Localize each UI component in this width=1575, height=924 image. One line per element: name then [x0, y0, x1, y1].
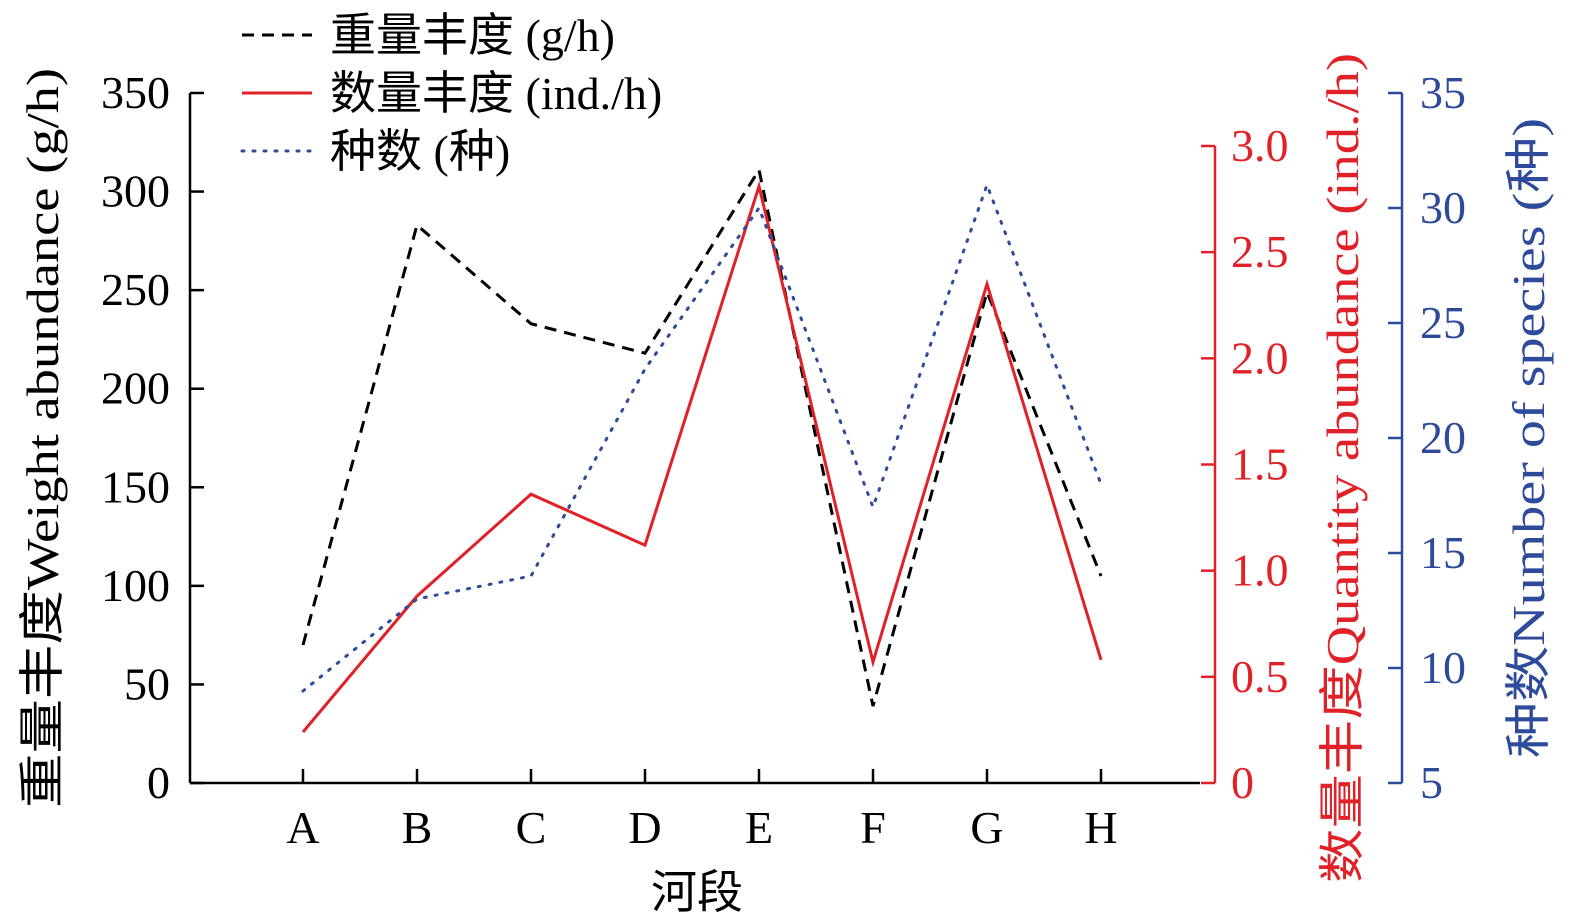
y-right1-tick-label: 2.0: [1231, 332, 1289, 383]
y-left-tick-label: 250: [101, 264, 170, 315]
y-left-tick-label: 0: [147, 757, 170, 808]
series-line-solid: [301, 180, 1103, 733]
y-left-tick-label: 200: [101, 363, 170, 414]
y-left-tick-label: 350: [101, 67, 170, 118]
legend-label: 数量丰度 (ind./h): [330, 68, 662, 119]
y-right1-tick-label: 0.5: [1231, 651, 1289, 702]
x-axis-title: 河段: [651, 867, 743, 918]
y-right1-tick-label: 1.5: [1231, 439, 1289, 490]
y-right2-axis-title: 种数Number of species (种): [1503, 118, 1554, 758]
y-right2-tick-label: 5: [1420, 757, 1443, 808]
series-group: [301, 165, 1103, 733]
x-tick-label: C: [516, 802, 547, 853]
y-right2-tick-label: 10: [1420, 642, 1466, 693]
x-tick-label: G: [970, 802, 1003, 853]
y-right2-tick-label: 15: [1420, 527, 1466, 578]
y-left-tick-label: 300: [101, 166, 170, 217]
y-right1-axis-title: 数量丰度Quantity abundance (ind./h): [1317, 53, 1368, 883]
series-line-dotted: [301, 180, 1103, 693]
legend-label: 种数 (种): [330, 126, 510, 177]
x-tick-label: E: [745, 802, 773, 853]
y-right2-tick-label: 35: [1420, 67, 1466, 118]
x-tick-label: D: [628, 802, 661, 853]
y-right1-tick-label: 0: [1231, 757, 1254, 808]
y-right1-tick-label: 3.0: [1231, 120, 1289, 171]
x-tick-label: B: [402, 802, 433, 853]
legend-label: 重量丰度 (g/h): [330, 10, 615, 61]
y-right1-tick-label: 2.5: [1231, 226, 1289, 277]
y-right2-tick-label: 30: [1420, 182, 1466, 233]
y-left-tick-label: 150: [101, 461, 170, 512]
y-left-axis-title: 重量丰度Weight abundance (g/h): [17, 68, 68, 808]
y-left-tick-label: 50: [124, 658, 170, 709]
series-line-dashed: [301, 165, 1103, 707]
y-right2-tick-label: 25: [1420, 297, 1466, 348]
x-tick-label: H: [1084, 802, 1117, 853]
x-tick-label: F: [860, 802, 886, 853]
y-right1-tick-label: 1.0: [1231, 545, 1289, 596]
x-tick-label: A: [286, 802, 319, 853]
y-right2-tick-label: 20: [1420, 412, 1466, 463]
legend-group: 重量丰度 (g/h) 数量丰度 (ind./h) 种数 (种): [240, 10, 662, 177]
y-left-tick-label: 100: [101, 560, 170, 611]
